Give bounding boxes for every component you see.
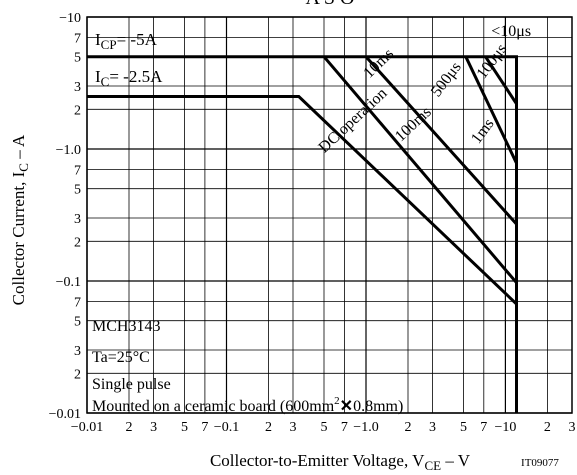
x-tick-label: 3	[429, 420, 436, 435]
y-tick-label: 3	[74, 80, 81, 95]
y-tick-label: 3	[74, 212, 81, 227]
x-tick-label: 2	[265, 420, 272, 435]
condition-notes: MCH3143 Ta=25°C Single pulse Mounted on …	[92, 318, 403, 415]
y-tick-label: −1.0	[56, 143, 81, 158]
curve-label: 1ms	[468, 116, 498, 148]
curve-label: 500μs	[428, 59, 465, 100]
y-tick-label: 5	[74, 183, 81, 198]
x-tick-label: 2	[126, 420, 133, 435]
y-tick-label: 5	[74, 315, 81, 330]
note-mounting: Mounted on a ceramic board (600mm2✕0.8mm…	[92, 395, 403, 415]
x-tick-label: 3	[150, 420, 157, 435]
y-axis-label: Collector Current, IC – A	[9, 134, 31, 305]
y-tick-label: 2	[74, 367, 81, 382]
y-tick-label: 3	[74, 344, 81, 359]
x-tick-label: 2	[544, 420, 551, 435]
x-tick-label: 5	[460, 420, 467, 435]
soa-curve-100ms	[322, 55, 518, 284]
x-tick-label: 5	[181, 420, 188, 435]
ic-annotation: IC= -2.5A	[95, 67, 163, 89]
curve-label: <10μs	[491, 23, 531, 40]
soa-curve-dc-operation	[87, 95, 518, 306]
x-axis-label: Collector-to-Emitter Voltage, VCE – V	[210, 451, 471, 473]
y-tick-label: 2	[74, 103, 81, 118]
x-tick-label: −0.01	[71, 420, 103, 435]
y-tick-label: 7	[74, 31, 81, 46]
y-tick-label: 5	[74, 51, 81, 66]
note-single-pulse: Single pulse	[92, 376, 171, 393]
x-tick-label: 7	[480, 420, 487, 435]
soa-curve--10-s	[87, 55, 518, 413]
figure-code: IT09077	[521, 457, 559, 469]
x-tick-label: 3	[569, 420, 576, 435]
soa-curve-100-s	[484, 55, 518, 105]
y-tick-label: 7	[74, 295, 81, 310]
x-tick-label: 3	[290, 420, 297, 435]
plot-frame	[86, 16, 573, 414]
icp-annotation: ICP= -5A	[95, 30, 158, 52]
soa-curve-1ms	[464, 56, 518, 164]
x-tick-label: −0.1	[214, 420, 239, 435]
curve-lines	[87, 55, 518, 413]
x-tick-label: 7	[341, 420, 348, 435]
y-tick-label: −0.1	[56, 275, 81, 290]
note-temperature: Ta=25°C	[92, 349, 150, 366]
x-tick-label: 5	[321, 420, 328, 435]
x-tick-label: 2	[405, 420, 412, 435]
y-tick-label: −10	[59, 11, 81, 26]
x-tick-label: 7	[201, 420, 208, 435]
x-tick-label: −1.0	[353, 420, 378, 435]
y-tick-label: −0.01	[49, 407, 81, 422]
soa-curve-10ms	[364, 55, 518, 226]
chart-title: A S O	[306, 0, 355, 9]
y-tick-label: 7	[74, 163, 81, 178]
note-part-number: MCH3143	[92, 318, 160, 335]
tick-labels: −0.01 2 3 5 7 −0.1 2 3 5 7 −1.0 2 3 5 7 −10 2 3−107532−1.…	[49, 11, 576, 435]
x-tick-label: −10	[494, 420, 516, 435]
y-tick-label: 2	[74, 235, 81, 250]
